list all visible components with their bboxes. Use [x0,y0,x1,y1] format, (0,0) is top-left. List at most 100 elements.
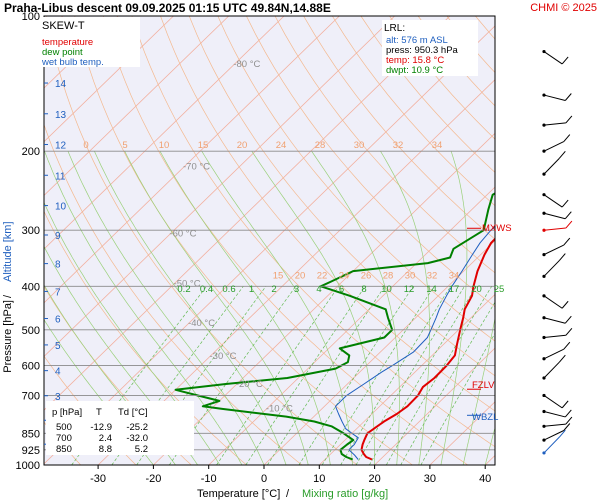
altitude-tick-label: 9 [55,231,61,242]
dry-adiabat-label: 5 [122,140,127,151]
x-tick-label: -20 [145,473,161,485]
x-axis-label-temperature: Temperature [°C] [197,488,280,500]
x-tick-label: -30 [90,473,106,485]
lrl-dwpt: dwpt: 10.9 °C [386,65,443,76]
isotherm-label: -40 °C [188,318,215,329]
wind-barb-flag [563,134,571,142]
x-tick-label: 0 [261,473,267,485]
mixing-ratio-label: 20 [471,284,482,295]
wind-barb-station [542,393,546,398]
pressure-tick-label: 1000 [16,460,40,472]
wind-barb-flag [563,237,571,246]
isotherm-label: -70 °C [183,162,210,173]
mixing-ratio-label: 3 [294,284,299,295]
wind-barb-flag [565,220,573,229]
dry-adiabat-line [590,16,600,465]
wind-barb [543,436,560,454]
wind-barb-station [542,172,546,176]
altitude-tick-label: 8 [55,260,61,271]
wind-barb-flag [564,409,572,418]
wind-barb [543,295,563,309]
isotherm-label: -80 °C [233,59,260,70]
table-row-700-p: 700 [56,433,72,444]
dry-adiabat-label: 10 [159,140,170,151]
dry-adiabat-label: 32 [393,140,404,151]
dry-adiabat-label: 24 [339,270,350,281]
wind-barb-flag [561,199,569,208]
mixing-ratio-label: 6 [339,284,344,295]
marker-wbzl: WBZL [472,412,498,423]
mixing-ratio-label: 1 [249,284,254,295]
dry-adiabat-line [504,16,600,465]
dry-adiabat-label: 30 [405,270,416,281]
isotherm-line [541,16,600,465]
copyright: CHMI © 2025 [530,2,597,14]
marker-mxws: MXWS [482,223,512,234]
wind-barb [543,348,565,360]
dry-adiabat-label: 28 [383,270,394,281]
isotherm-line [44,16,285,250]
wind-barb-flag [563,423,571,431]
wind-barb [543,430,565,441]
dry-adiabat-label: 30 [354,140,365,151]
isotherm-line [374,347,495,465]
dry-adiabat-label: 28 [315,140,326,151]
pressure-tick-label: 500 [22,325,40,337]
dry-adiabat-line [533,16,600,465]
altitude-tick-label: 7 [55,287,61,298]
pressure-tick-label: 200 [22,146,40,158]
wind-barb-flag [558,151,566,159]
wind-barb-flag [563,341,571,350]
isotherm-line [44,16,174,143]
isotherm-line [44,25,495,465]
y-axis-label-altitude: Altitude [km] [2,221,14,282]
wind-barb-station [542,376,546,380]
series-temperature [360,237,495,461]
levels-table-bg [46,401,194,455]
legend-title: SKEW-T [42,20,85,32]
isotherm-line [484,454,495,465]
x-tick-label: 20 [368,473,380,485]
isotherm-line [44,16,395,358]
wind-barb [543,212,566,220]
table-row-500-p: 500 [56,422,72,433]
dry-adiabat-label: 15 [273,270,284,281]
series-dew-point [174,192,495,461]
wind-barb [543,194,563,208]
wind-barb [543,260,560,277]
dry-adiabat-line [303,16,495,240]
wind-barb-station [542,93,546,97]
altitude-tick-label: 5 [55,341,61,352]
wind-barb-station [542,211,546,215]
wind-barb [543,395,563,409]
legend-dew-point: dew point [42,47,83,58]
wind-barb-flag [565,416,573,425]
dry-adiabat-line [332,16,495,207]
wind-barb-station [542,451,546,455]
mixing-ratio-label: 25 [494,284,505,295]
altitude-tick-label: 6 [55,315,61,326]
y-axis-label-pressure: Pressure [hPa] [2,300,14,373]
isotherm-line [319,293,495,465]
lrl-box [382,20,478,76]
table-row-850-p: 850 [56,444,72,455]
wind-barb [543,334,566,338]
legend-temperature: temperature [42,37,93,48]
altitude-tick-label: 12 [55,141,67,152]
mixing-ratio-label: 14 [426,284,437,295]
table-header-t: T [96,407,102,418]
wind-barb-station [542,253,546,257]
x-tick-label: -10 [201,473,217,485]
lrl-press: press: 950.3 hPa [386,45,459,56]
pressure-tick-label: 600 [22,360,40,372]
x-axis-label-mixing-ratio: Mixing ratio [g/kg] [302,488,388,500]
mixing-ratio-label: 0.4 [200,284,213,295]
wind-barb-flag [564,211,572,220]
table-row-500-t: -12.9 [90,422,112,433]
table-row-700-t: 2.4 [99,433,112,444]
chart-title: Praha-Libus descent 09.09.2025 01:15 UTC… [4,1,331,15]
dry-adiabat-label: 20 [295,270,306,281]
wind-barb-station [542,335,546,340]
wind-barb-station [542,409,546,414]
